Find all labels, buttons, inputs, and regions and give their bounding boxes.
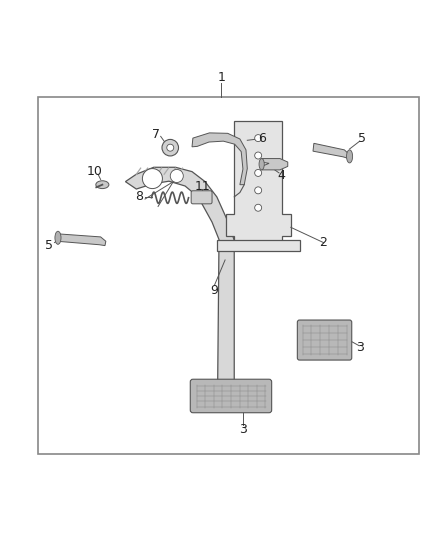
- FancyBboxPatch shape: [191, 191, 212, 204]
- Circle shape: [254, 204, 261, 211]
- Text: 2: 2: [319, 236, 327, 249]
- Bar: [39, 97, 419, 454]
- Text: 6: 6: [258, 133, 265, 146]
- Text: 3: 3: [357, 341, 364, 353]
- Polygon shape: [125, 167, 234, 410]
- FancyBboxPatch shape: [190, 379, 272, 413]
- Circle shape: [254, 135, 261, 142]
- Text: 10: 10: [87, 165, 103, 178]
- Polygon shape: [261, 158, 288, 170]
- Polygon shape: [57, 234, 106, 246]
- Ellipse shape: [96, 181, 109, 189]
- Polygon shape: [313, 143, 350, 158]
- Text: 5: 5: [45, 239, 53, 252]
- Text: 3: 3: [239, 423, 247, 436]
- Text: 5: 5: [358, 133, 366, 146]
- Text: 1: 1: [217, 71, 225, 84]
- Text: 9: 9: [211, 284, 219, 297]
- Text: 8: 8: [135, 190, 143, 204]
- Polygon shape: [226, 120, 291, 243]
- Text: 7: 7: [152, 128, 160, 141]
- Circle shape: [170, 169, 184, 182]
- Ellipse shape: [55, 231, 61, 244]
- Circle shape: [167, 144, 174, 151]
- Ellipse shape: [259, 158, 264, 170]
- Circle shape: [162, 140, 179, 156]
- FancyBboxPatch shape: [297, 320, 352, 360]
- Circle shape: [142, 168, 162, 189]
- Circle shape: [254, 187, 261, 194]
- Bar: [217, 240, 300, 251]
- Ellipse shape: [346, 150, 353, 163]
- Polygon shape: [192, 133, 247, 184]
- Text: 11: 11: [194, 180, 210, 193]
- Circle shape: [254, 169, 261, 176]
- Text: 4: 4: [277, 169, 285, 182]
- Circle shape: [254, 152, 261, 159]
